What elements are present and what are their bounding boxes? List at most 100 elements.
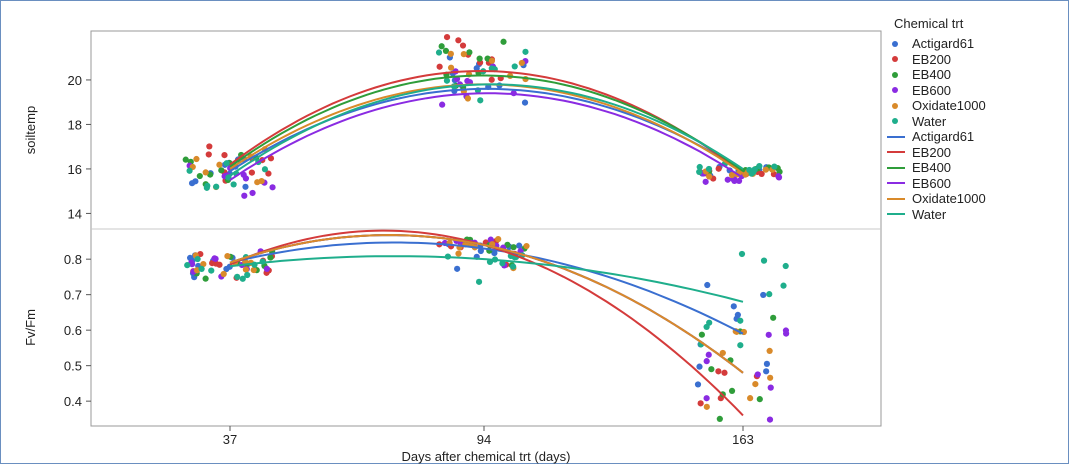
data-point (521, 99, 529, 106)
fit-line (229, 74, 744, 173)
data-point (267, 254, 274, 261)
data-point (510, 263, 517, 270)
y-tick-label: 0.4 (64, 394, 82, 409)
data-point (719, 429, 725, 435)
data-point (198, 265, 205, 273)
data-point (737, 317, 744, 324)
data-point (737, 342, 744, 349)
data-point (694, 381, 702, 388)
data-point (500, 38, 507, 45)
data-point (475, 278, 483, 285)
data-point (762, 166, 769, 173)
data-point (770, 314, 777, 321)
data-point (766, 291, 773, 298)
data-point (223, 265, 230, 273)
data-point (705, 165, 713, 173)
fit-line (229, 83, 744, 177)
data-point (435, 49, 443, 56)
data-point (213, 183, 220, 190)
y-tick-label: 16 (68, 162, 82, 177)
legend-line-item: EB400 (887, 160, 951, 175)
data-point (477, 97, 484, 104)
data-point (477, 247, 484, 255)
legend-point-item: Water (887, 114, 946, 129)
data-point (447, 64, 455, 71)
legend-line-icon (887, 213, 905, 215)
y-axis-label: Fv/Fm (23, 309, 38, 346)
data-point (724, 176, 731, 183)
data-point (241, 192, 248, 199)
x-tick-label: 163 (732, 432, 754, 447)
data-point (754, 371, 761, 378)
legend-label: Water (912, 206, 947, 222)
data-point (730, 303, 737, 310)
data-point (476, 55, 483, 62)
data-point (438, 43, 445, 50)
data-point (212, 260, 220, 267)
legend-line-item: Actigard61 (887, 129, 974, 144)
data-point (454, 265, 461, 272)
data-point (760, 257, 768, 264)
legend-label: Oxidate1000 (912, 98, 986, 113)
data-point (234, 273, 241, 280)
data-point (211, 255, 218, 262)
data-point (242, 183, 249, 190)
data-point (703, 451, 709, 457)
data-point (196, 172, 203, 180)
data-point (443, 34, 451, 41)
data-point (230, 181, 237, 188)
data-point (263, 265, 270, 273)
data-point (766, 416, 774, 423)
data-point (250, 266, 257, 274)
data-point (182, 156, 189, 163)
legend-line-item: Oxidate1000 (887, 191, 986, 206)
data-point (261, 166, 269, 173)
data-point (735, 177, 743, 185)
y-tick-label: 0.8 (64, 252, 82, 267)
fit-line (229, 92, 744, 181)
data-point (696, 168, 703, 176)
data-point (221, 151, 228, 159)
data-point (516, 242, 523, 249)
fit-line (229, 255, 744, 303)
data-point (466, 49, 473, 56)
data-point (703, 395, 710, 402)
data-point (702, 178, 709, 185)
legend-label: Actigard61 (912, 129, 975, 144)
data-point (269, 184, 276, 191)
legend-point-item: EB400 (887, 67, 951, 82)
legend-point-item: Oxidate1000 (887, 98, 986, 113)
legend-marker-icon (892, 102, 898, 109)
data-point (728, 387, 736, 394)
legend-label: Water (912, 113, 947, 129)
legend-line-icon (887, 151, 905, 153)
legend-marker-icon (892, 118, 898, 124)
legend-line-item: EB600 (887, 176, 951, 191)
legend-label: EB200 (912, 144, 952, 160)
data-point (495, 236, 502, 243)
data-point (751, 166, 758, 173)
data-point (760, 291, 767, 299)
data-point (518, 59, 525, 67)
legend-label: Actigard61 (912, 36, 975, 51)
y-tick-label: 18 (68, 117, 82, 132)
data-point (763, 360, 771, 367)
data-point (499, 260, 506, 267)
data-point (704, 281, 711, 289)
data-point (488, 57, 496, 64)
y-axis-label: soiltemp (23, 106, 38, 154)
panel-0-marks (182, 34, 783, 199)
data-point (194, 255, 201, 263)
data-point (771, 163, 778, 170)
data-point (223, 160, 230, 167)
data-point (523, 242, 530, 250)
data-point (696, 363, 703, 370)
data-point (200, 260, 207, 268)
data-point (242, 175, 250, 182)
data-point (460, 51, 467, 58)
legend-line-icon (887, 166, 905, 169)
data-point (784, 428, 790, 434)
data-point (193, 155, 200, 163)
data-point (708, 366, 715, 373)
data-point (254, 179, 261, 186)
